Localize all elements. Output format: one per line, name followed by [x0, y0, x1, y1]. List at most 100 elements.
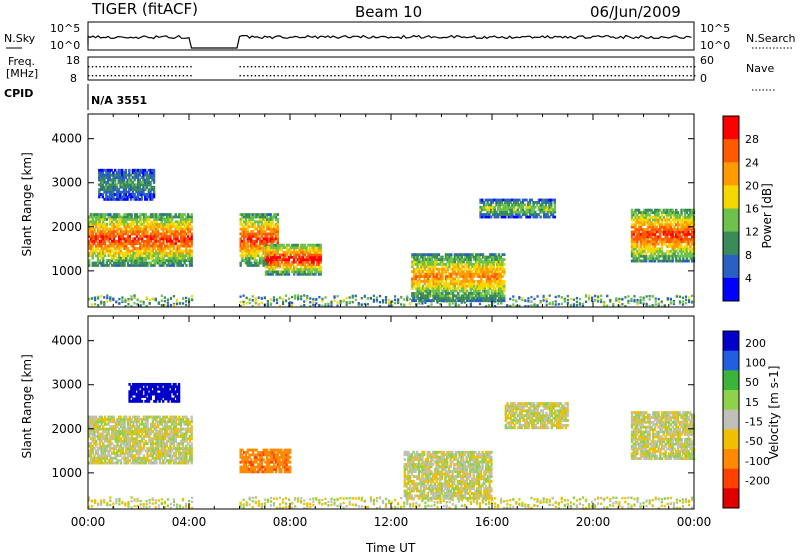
- echo-cell: [116, 259, 119, 263]
- echo-cell: [158, 247, 162, 250]
- nave-point: [675, 66, 677, 68]
- echo-cell: [501, 260, 504, 264]
- echo-cell: [481, 265, 485, 269]
- echo-cell: [636, 242, 639, 246]
- echo-cell: [151, 197, 154, 201]
- echo-cell: [158, 215, 162, 219]
- echo-cell: [114, 217, 117, 221]
- echo-cell: [435, 277, 439, 281]
- echo-cell: [446, 299, 449, 303]
- echo-cell: [278, 253, 282, 257]
- ground-scatter-cell: [394, 301, 397, 305]
- echo-cell: [95, 220, 98, 224]
- echo-cell: [480, 277, 483, 281]
- freq-point: [504, 75, 507, 77]
- echo-cell: [255, 234, 258, 238]
- ground-scatter-cell: [109, 503, 112, 507]
- echo-cell: [96, 261, 100, 265]
- ground-scatter-cell: [154, 506, 157, 509]
- echo-cell: [659, 240, 662, 244]
- echo-cell: [165, 232, 169, 236]
- echo-cell: [648, 208, 651, 212]
- ground-scatter-cell: [281, 302, 285, 306]
- echo-cell: [659, 216, 662, 219]
- echo-cell: [450, 260, 453, 264]
- echo-cell: [110, 249, 114, 253]
- echo-cell: [109, 230, 112, 233]
- echo-cell: [676, 254, 680, 258]
- echo-cell: [164, 249, 167, 253]
- echo-cell: [678, 242, 681, 246]
- echo-cell: [473, 258, 476, 261]
- ground-scatter-cell: [621, 302, 624, 306]
- echo-cell: [497, 270, 501, 274]
- echo-cell: [637, 208, 641, 212]
- echo-cell: [495, 213, 498, 216]
- echo-cell: [99, 176, 103, 179]
- echo-cell: [138, 178, 142, 182]
- echo-cell: [176, 237, 179, 241]
- freq-point: [247, 75, 249, 77]
- echo-cell: [122, 197, 126, 201]
- ground-scatter-cell: [175, 298, 179, 302]
- ground-scatter-cell: [512, 298, 515, 302]
- echo-cell: [122, 193, 126, 196]
- echo-cell: [632, 232, 636, 236]
- freq-point: [368, 75, 370, 77]
- nave-point: [137, 66, 139, 68]
- echo-cell: [488, 213, 491, 216]
- echo-cell: [178, 249, 181, 253]
- freq-point: [364, 75, 366, 77]
- echo-cell: [179, 259, 183, 263]
- echo-cell: [507, 215, 511, 219]
- echo-cell: [133, 188, 136, 192]
- echo-cell: [443, 258, 446, 261]
- freq-point: [243, 75, 245, 77]
- echo-cell: [132, 244, 135, 248]
- echo-cell: [464, 287, 467, 290]
- echo-cell: [421, 287, 425, 290]
- echo-cell: [255, 261, 258, 265]
- echo-cell: [239, 254, 242, 258]
- echo-cell: [138, 183, 142, 187]
- nave-point: [546, 66, 548, 68]
- echo-cell: [264, 213, 267, 216]
- echo-cell: [421, 258, 425, 261]
- echo-cell: [689, 232, 692, 236]
- echo-cell: [276, 225, 279, 229]
- nave-point: [504, 66, 507, 68]
- echo-cell: [645, 242, 648, 246]
- ground-scatter-cell: [115, 501, 118, 505]
- echo-cell: [162, 239, 165, 243]
- echo-cell: [119, 232, 123, 236]
- freq-point: [561, 75, 563, 77]
- echo-cell: [114, 254, 117, 258]
- echo-cell: [130, 242, 133, 246]
- echo-cell: [307, 272, 310, 276]
- ground-scatter-cell: [145, 499, 148, 503]
- ground-scatter-cell: [166, 304, 169, 307]
- echo-cell: [243, 215, 246, 219]
- echo-cell: [149, 213, 153, 216]
- echo-cell: [650, 228, 653, 231]
- echo-cell: [303, 270, 307, 274]
- echo-cell: [483, 287, 487, 290]
- echo-cell: [153, 261, 156, 265]
- echo-cell: [645, 245, 648, 248]
- echo-cell: [125, 244, 128, 248]
- echo-cell: [503, 272, 506, 276]
- echo-cell: [528, 208, 532, 212]
- freq-right-tick-bottom: 0: [700, 72, 707, 85]
- echo-cell: [462, 277, 465, 281]
- nave-point: [247, 66, 249, 68]
- echo-cell: [176, 220, 179, 224]
- echo-cell: [88, 220, 91, 224]
- echo-cell: [488, 198, 491, 202]
- echo-cell: [271, 268, 275, 271]
- nave-point: [637, 66, 639, 68]
- echo-cell: [185, 227, 188, 231]
- echo-cell: [501, 279, 504, 283]
- echo-cell: [534, 201, 537, 204]
- echo-cell: [490, 294, 494, 298]
- nave-point: [148, 66, 150, 68]
